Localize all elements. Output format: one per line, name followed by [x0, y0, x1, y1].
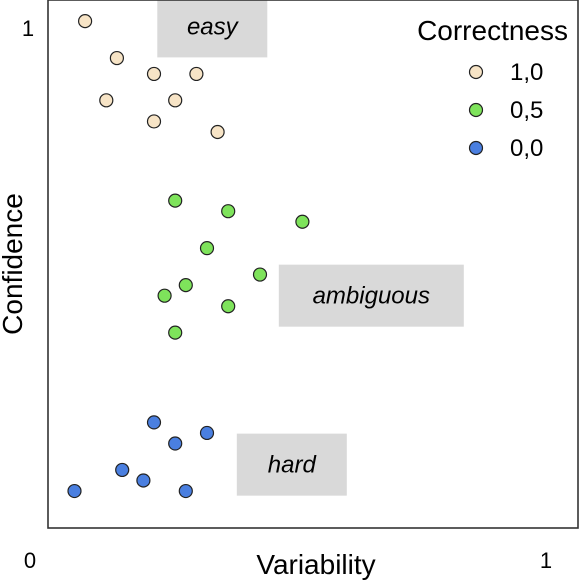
point-series0-4	[99, 93, 114, 108]
legend-title: Correctness	[417, 15, 568, 46]
point-series1-1	[221, 204, 236, 219]
point-series2-5	[67, 483, 82, 499]
point-series0-1	[109, 50, 125, 66]
point-series0-2	[146, 66, 162, 82]
legend-marker-1	[468, 102, 484, 118]
tick-labels: 0 1 1	[22, 16, 552, 573]
region-label-hard: hard	[268, 452, 317, 479]
legend-label-2: 0,0	[510, 135, 543, 162]
point-series1-3	[199, 241, 215, 256]
plot-frame	[47, 0, 579, 529]
data-points	[67, 14, 310, 499]
legend-marker-2	[468, 140, 484, 156]
point-series2-2	[168, 436, 183, 451]
point-series0-5	[168, 93, 183, 108]
point-series2-4	[136, 473, 151, 488]
point-series0-6	[146, 114, 162, 129]
y-tick-label-0: 1	[22, 16, 34, 41]
legend: Correctness 1,0 0,5 0,0	[417, 15, 568, 162]
x-tick-label-0: 0	[24, 548, 36, 573]
point-series1-7	[221, 299, 236, 314]
point-series1-6	[157, 288, 172, 303]
region-labels: easy ambiguous hard	[157, 0, 464, 496]
point-series1-2	[295, 214, 310, 229]
point-series2-3	[115, 462, 130, 478]
legend-label-1: 0,5	[510, 97, 543, 124]
point-series2-0	[146, 415, 162, 430]
point-series1-4	[252, 267, 268, 282]
point-series0-3	[189, 66, 204, 82]
legend-label-0: 1,0	[510, 59, 543, 86]
point-series2-1	[199, 425, 215, 441]
point-series2-6	[178, 483, 193, 499]
point-series1-0	[168, 193, 183, 208]
point-series0-7	[210, 124, 225, 140]
x-tick-label-1: 1	[540, 548, 552, 573]
region-box-ambiguous	[278, 264, 464, 327]
point-series0-0	[77, 14, 93, 29]
point-series1-8	[168, 325, 183, 340]
y-axis-title: Confidence	[0, 193, 28, 335]
legend-marker-0	[468, 64, 484, 80]
region-box-hard	[236, 433, 347, 496]
point-series1-5	[178, 278, 193, 293]
region-label-ambiguous: ambiguous	[313, 283, 430, 310]
region-label-easy: easy	[187, 13, 240, 40]
x-axis-title: Variability	[256, 549, 375, 580]
region-box-easy	[157, 0, 268, 58]
